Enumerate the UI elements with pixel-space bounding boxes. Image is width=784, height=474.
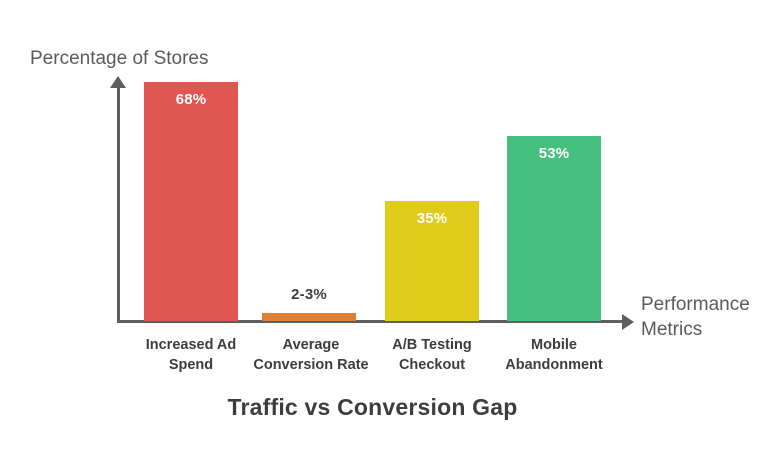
y-axis-arrow-icon [110, 76, 126, 88]
bar-value-label-mobile-abandonment: 53% [538, 145, 570, 162]
bar-average-conversion-rate[interactable] [262, 313, 356, 321]
plot-area: 68% 2-3% 35% 53% [120, 60, 624, 321]
x-tick-label-mobile-abandonment: Mobile Abandonment [505, 337, 603, 373]
bar-mobile-abandonment[interactable]: 53% [507, 136, 601, 321]
y-axis-line [117, 84, 120, 323]
bar-value-label-average-conversion-rate: 2-3% [291, 286, 327, 303]
x-tick-label-average-conversion-rate: Average Conversion Rate [253, 337, 369, 373]
x-tick-label-increased-ad-spend: Increased Ad Spend [145, 337, 237, 373]
bar-ab-testing-checkout[interactable]: 35% [385, 201, 479, 321]
chart-title: Traffic vs Conversion Gap [227, 394, 518, 420]
bar-value-label-ab-testing-checkout: 35% [416, 210, 448, 227]
bar-value-label-increased-ad-spend: 68% [175, 91, 207, 108]
x-axis-line [117, 320, 624, 323]
y-axis-title: Percentage of Stores [30, 48, 209, 69]
bar-increased-ad-spend[interactable]: 68% [144, 82, 238, 321]
x-axis-title: Performance Metrics [641, 294, 750, 340]
x-axis-arrow-icon [622, 314, 634, 330]
x-tick-label-ab-testing-checkout: A/B Testing Checkout [392, 337, 472, 373]
